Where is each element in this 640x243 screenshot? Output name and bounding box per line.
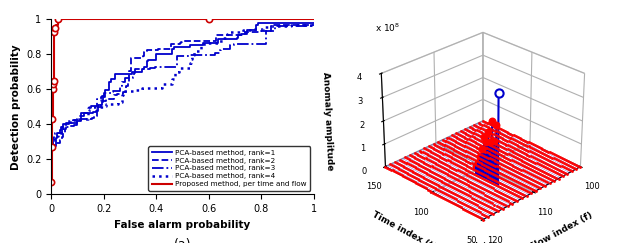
Proposed method, per time and flow <box>48 181 56 184</box>
Line: Proposed method, per time and flow: Proposed method, per time and flow <box>51 19 314 182</box>
PCA-based method, rank=3 <box>108 91 116 94</box>
Proposed method, per time and flow <box>51 30 58 33</box>
Proposed method, per time and flow <box>54 23 61 26</box>
Proposed method, per time and flow <box>49 118 56 121</box>
Proposed method, per time and flow <box>50 79 58 82</box>
Proposed method, per time and flow <box>50 83 58 86</box>
PCA-based method, rank=3 <box>154 65 161 68</box>
PCA-based method, rank=1 <box>168 52 176 55</box>
Legend: PCA-based method, rank=1, PCA-based method, rank=2, PCA-based method, rank=3, PC: PCA-based method, rank=1, PCA-based meth… <box>148 146 310 191</box>
PCA-based method, rank=2 <box>70 119 77 122</box>
Proposed method, per time and flow <box>49 83 57 86</box>
Text: x $10^8$: x $10^8$ <box>375 22 400 34</box>
PCA-based method, rank=4 <box>60 122 68 125</box>
PCA-based method, rank=4 <box>310 23 317 26</box>
Y-axis label: Time index (t): Time index (t) <box>371 210 438 243</box>
PCA-based method, rank=1 <box>59 124 67 127</box>
Proposed method, per time and flow <box>205 18 212 21</box>
PCA-based method, rank=1 <box>310 21 317 24</box>
Proposed method, per time and flow <box>49 146 56 149</box>
PCA-based method, rank=4 <box>47 142 55 145</box>
Proposed method, per time and flow <box>310 18 317 21</box>
PCA-based method, rank=1 <box>233 37 241 40</box>
PCA-based method, rank=3 <box>70 123 78 126</box>
PCA-based method, rank=3 <box>271 25 279 28</box>
PCA-based method, rank=4 <box>125 89 132 92</box>
PCA-based method, rank=3 <box>310 25 317 28</box>
Text: (a): (a) <box>173 238 191 243</box>
Proposed method, per time and flow <box>205 18 212 21</box>
PCA-based method, rank=4 <box>197 50 205 53</box>
PCA-based method, rank=3 <box>47 144 55 147</box>
PCA-based method, rank=1 <box>264 21 271 24</box>
PCA-based method, rank=2 <box>178 41 186 43</box>
Proposed method, per time and flow <box>51 30 59 33</box>
Proposed method, per time and flow <box>49 118 56 121</box>
PCA-based method, rank=4 <box>60 126 68 129</box>
PCA-based method, rank=3 <box>219 48 227 51</box>
PCA-based method, rank=4 <box>288 23 296 26</box>
Proposed method, per time and flow <box>51 79 58 82</box>
Proposed method, per time and flow <box>47 181 55 184</box>
Line: PCA-based method, rank=1: PCA-based method, rank=1 <box>51 23 314 149</box>
Proposed method, per time and flow <box>51 27 59 30</box>
Text: (b): (b) <box>471 242 489 243</box>
PCA-based method, rank=2 <box>218 34 226 37</box>
PCA-based method, rank=2 <box>67 122 75 125</box>
PCA-based method, rank=2 <box>310 23 317 26</box>
PCA-based method, rank=1 <box>47 148 55 150</box>
Proposed method, per time and flow <box>54 18 61 21</box>
PCA-based method, rank=1 <box>65 122 73 124</box>
Line: PCA-based method, rank=2: PCA-based method, rank=2 <box>51 25 314 147</box>
PCA-based method, rank=2 <box>276 23 284 26</box>
PCA-based method, rank=2 <box>122 86 130 89</box>
PCA-based method, rank=4 <box>248 28 256 31</box>
Proposed method, per time and flow <box>52 27 60 30</box>
Line: PCA-based method, rank=4: PCA-based method, rank=4 <box>51 25 314 144</box>
Proposed method, per time and flow <box>49 88 56 91</box>
PCA-based method, rank=1 <box>200 43 207 46</box>
Y-axis label: Detection probability: Detection probability <box>10 44 20 170</box>
X-axis label: Flow index (f): Flow index (f) <box>529 210 595 243</box>
Proposed method, per time and flow <box>48 146 56 149</box>
X-axis label: False alarm probability: False alarm probability <box>115 220 250 230</box>
Proposed method, per time and flow <box>52 23 60 26</box>
Proposed method, per time and flow <box>49 88 57 91</box>
PCA-based method, rank=3 <box>68 125 76 128</box>
Line: PCA-based method, rank=3: PCA-based method, rank=3 <box>51 26 314 145</box>
PCA-based method, rank=2 <box>167 48 175 51</box>
PCA-based method, rank=2 <box>47 146 55 149</box>
PCA-based method, rank=4 <box>223 36 230 39</box>
PCA-based method, rank=1 <box>105 86 113 89</box>
PCA-based method, rank=3 <box>208 53 216 56</box>
